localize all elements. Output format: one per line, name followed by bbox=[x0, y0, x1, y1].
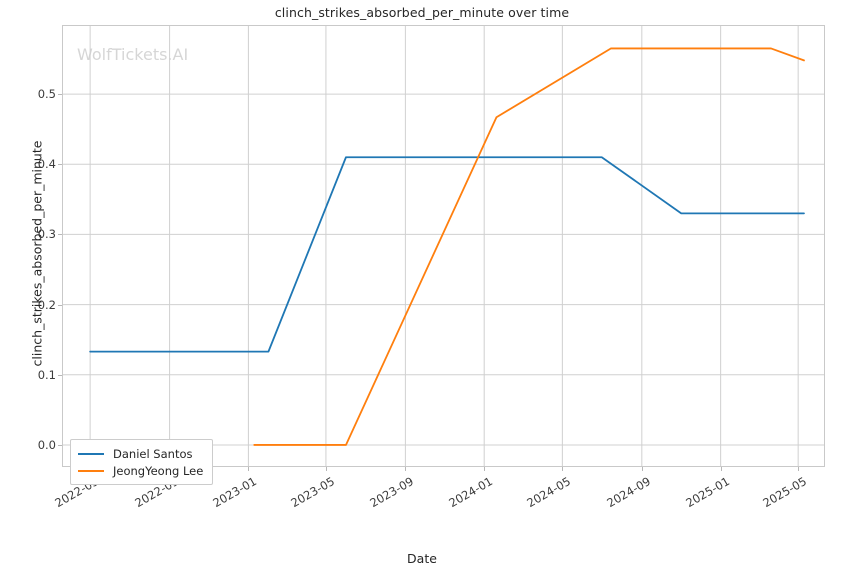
x-axis-title: Date bbox=[407, 551, 437, 566]
plot-canvas bbox=[63, 26, 824, 466]
x-tick-mark bbox=[562, 467, 564, 471]
series-line bbox=[89, 156, 805, 353]
grid-lines bbox=[63, 26, 824, 466]
x-tick-label: 2023-09 bbox=[367, 474, 417, 511]
y-axis-title: clinch_strikes_absorbed_per_minute bbox=[29, 140, 45, 367]
y-tick-label: 0.1 bbox=[37, 367, 56, 382]
x-tick-mark bbox=[248, 467, 250, 471]
x-tick-label: 2024-09 bbox=[604, 474, 653, 511]
y-tick-label: 0.4 bbox=[37, 157, 56, 172]
y-tick-mark bbox=[58, 94, 62, 96]
chart-title: clinch_strikes_absorbed_per_minute over … bbox=[274, 5, 570, 20]
y-axis-labels: 0.0 0.1 0.2 0.3 0.4 0.5 bbox=[0, 0, 56, 575]
x-tick-mark bbox=[484, 467, 486, 471]
x-tick-label: 2025-01 bbox=[683, 474, 732, 511]
y-tick-mark bbox=[58, 234, 62, 236]
legend-color-swatch bbox=[78, 469, 104, 472]
legend-color-swatch bbox=[78, 452, 104, 455]
legend-label: JeongYeong Lee bbox=[113, 463, 204, 478]
y-tick-label: 0.0 bbox=[37, 437, 56, 452]
x-tick-label: 2024-05 bbox=[524, 474, 574, 511]
series-lines bbox=[89, 47, 805, 446]
legend-item[interactable]: Daniel Santos bbox=[78, 445, 203, 462]
chart-legend: Daniel Santos JeongYeong Lee bbox=[70, 439, 214, 485]
y-tick-mark bbox=[58, 374, 62, 376]
series-line bbox=[253, 47, 805, 446]
x-tick-label: 2025-05 bbox=[760, 474, 810, 511]
y-tick-label: 0.2 bbox=[37, 297, 56, 312]
x-tick-mark bbox=[405, 467, 407, 471]
y-tick-mark bbox=[58, 304, 62, 306]
y-tick-label: 0.3 bbox=[37, 227, 56, 242]
y-tick-label: 0.5 bbox=[37, 87, 56, 102]
x-tick-label: 2023-05 bbox=[288, 474, 337, 511]
plot-area: WolfTickets.AI bbox=[62, 25, 825, 467]
y-tick-mark bbox=[58, 164, 62, 166]
legend-label: Daniel Santos bbox=[113, 446, 193, 461]
x-tick-mark bbox=[641, 467, 643, 471]
y-tick-mark bbox=[58, 444, 62, 446]
x-tick-mark bbox=[798, 467, 800, 471]
x-tick-mark bbox=[325, 467, 327, 471]
legend-item[interactable]: JeongYeong Lee bbox=[78, 462, 203, 479]
x-tick-mark bbox=[720, 467, 722, 471]
x-tick-label: 2024-01 bbox=[446, 474, 496, 511]
